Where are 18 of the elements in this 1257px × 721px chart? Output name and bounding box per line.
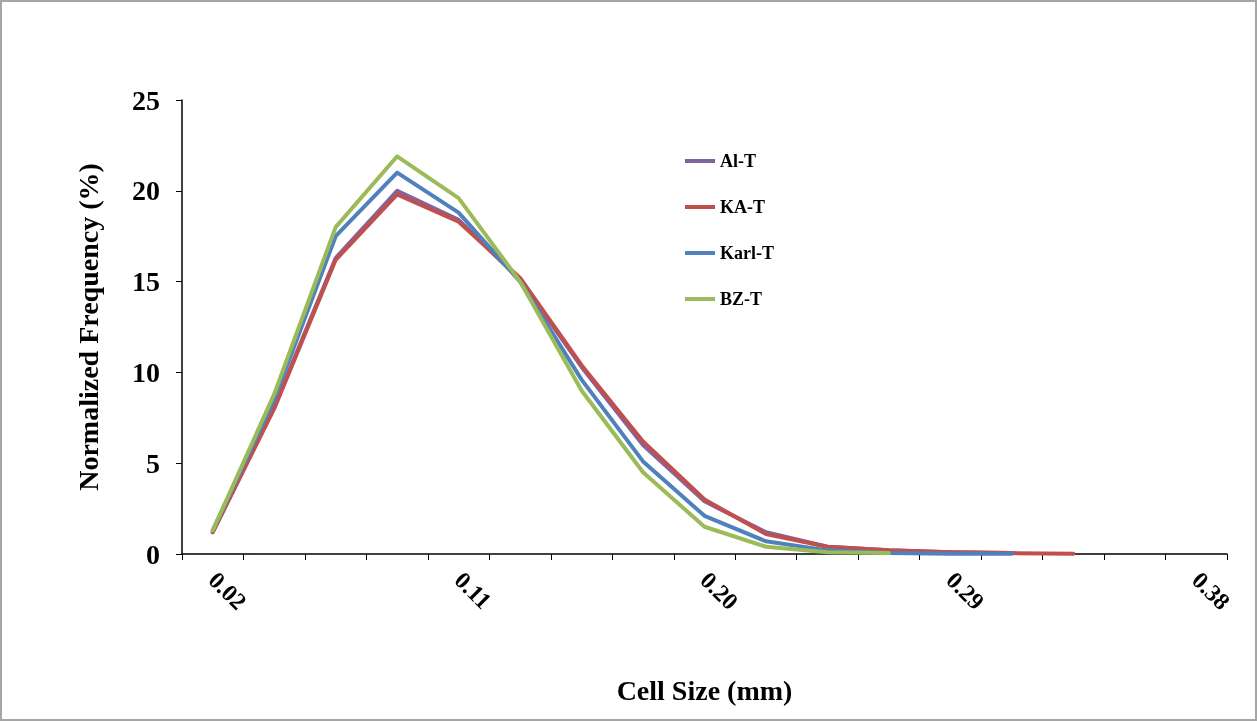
- y-tick-label: 0: [146, 538, 160, 570]
- x-tick-label: 0.20: [695, 566, 744, 615]
- y-tick-label: 15: [132, 266, 160, 298]
- y-tick-label: 5: [146, 447, 160, 479]
- y-tick-label: 25: [132, 84, 160, 116]
- legend-label: BZ-T: [720, 289, 763, 309]
- x-tick-label: 0.11: [449, 566, 497, 614]
- line-series: [210, 154, 891, 556]
- legend-label: Al-T: [720, 151, 756, 171]
- y-axis-title: Normalized Frequency (%): [72, 163, 104, 491]
- legend-label: Karl-T: [720, 243, 774, 263]
- legend-label: KA-T: [720, 197, 765, 217]
- x-tick-label: 0.02: [203, 566, 252, 615]
- y-tick-label: 10: [132, 356, 160, 388]
- y-tick-label: 20: [132, 175, 160, 207]
- x-tick-label: 0.29: [941, 566, 990, 615]
- x-tick-label: 0.38: [1187, 566, 1236, 615]
- x-axis-title: Cell Size (mm): [616, 674, 793, 706]
